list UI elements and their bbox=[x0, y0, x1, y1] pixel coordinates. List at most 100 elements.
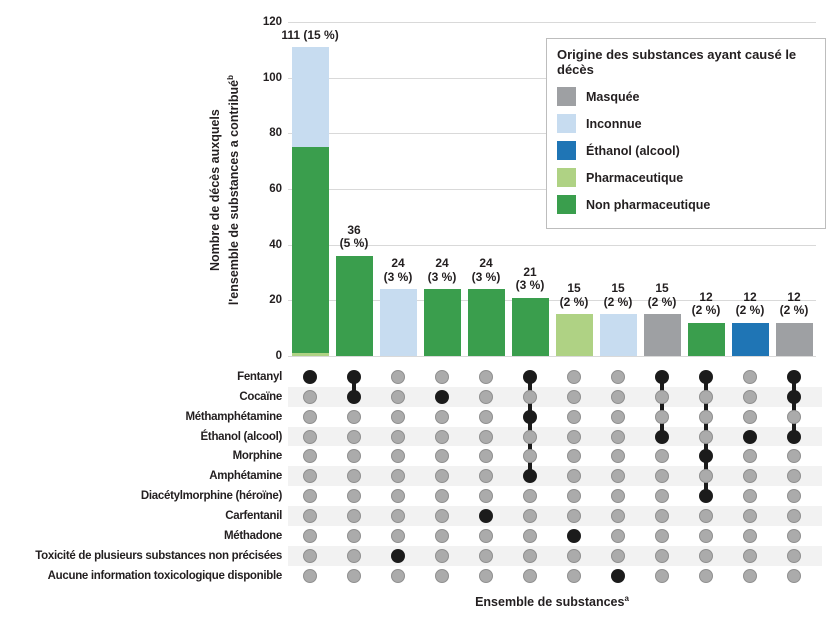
matrix-dot-empty bbox=[347, 528, 361, 543]
matrix-dot-empty bbox=[655, 449, 669, 464]
matrix-dot-empty bbox=[567, 548, 581, 563]
bar bbox=[379, 289, 417, 356]
matrix-dot-empty bbox=[655, 528, 669, 543]
matrix-dot-empty bbox=[303, 528, 317, 543]
matrix-row-band bbox=[288, 506, 822, 526]
matrix-dot-empty bbox=[479, 568, 493, 583]
matrix-dot-empty bbox=[655, 409, 669, 424]
matrix-dot-filled bbox=[655, 370, 669, 384]
matrix-dot-filled bbox=[743, 429, 757, 444]
matrix-dot-empty bbox=[787, 508, 801, 523]
y-tick-label: 80 bbox=[269, 127, 282, 140]
legend-items: Masquée Inconnue Éthanol (alcool) Pharmaceu… bbox=[557, 83, 815, 218]
bar-value-label: 111 (15 %) bbox=[281, 27, 339, 42]
matrix-dot-empty bbox=[699, 469, 713, 484]
matrix-dot-empty bbox=[347, 548, 361, 563]
matrix-dot-filled bbox=[523, 370, 537, 384]
bar-segment-inconnue bbox=[599, 314, 637, 356]
matrix-dot-empty bbox=[391, 508, 405, 523]
matrix-dot-empty bbox=[743, 469, 757, 484]
matrix-dot-empty bbox=[567, 508, 581, 523]
grid-line bbox=[288, 244, 816, 246]
y-tick-label: 40 bbox=[269, 238, 282, 251]
matrix-dot-empty bbox=[303, 409, 317, 424]
matrix-dot-empty bbox=[435, 568, 449, 583]
bar-segment-masquee bbox=[643, 314, 681, 356]
bar-value-label: 12 (2 %) bbox=[735, 289, 765, 318]
matrix-dot-empty bbox=[743, 548, 757, 563]
matrix-dot-empty bbox=[743, 489, 757, 504]
matrix-dot-empty bbox=[787, 409, 801, 424]
legend-item-label: Masquée bbox=[586, 89, 640, 104]
matrix-dot-empty bbox=[611, 489, 625, 504]
bar bbox=[467, 289, 505, 356]
legend-title: Origine des substances ayant causé le dé… bbox=[557, 47, 797, 77]
matrix-dot-empty bbox=[479, 429, 493, 444]
matrix-dot-empty bbox=[347, 508, 361, 523]
matrix-row-band bbox=[288, 466, 822, 487]
x-axis-label-superscript: a bbox=[624, 594, 629, 603]
matrix-dot-empty bbox=[787, 528, 801, 543]
matrix-dot-empty bbox=[347, 409, 361, 424]
matrix-dot-empty bbox=[787, 548, 801, 563]
matrix-dot-empty bbox=[787, 469, 801, 484]
bar bbox=[775, 322, 813, 356]
matrix-dot-empty bbox=[479, 449, 493, 464]
matrix-dot-empty bbox=[611, 508, 625, 523]
legend-swatch-ethanol bbox=[557, 141, 576, 160]
matrix-row-band bbox=[288, 386, 822, 407]
matrix-dot-empty bbox=[303, 489, 317, 504]
matrix-dot-empty bbox=[743, 409, 757, 424]
matrix-dot-empty bbox=[743, 568, 757, 583]
matrix-dot-empty bbox=[655, 508, 669, 523]
grid-line bbox=[288, 300, 816, 302]
matrix-dot-empty bbox=[567, 370, 581, 384]
y-tick-label: 20 bbox=[269, 294, 282, 307]
matrix-connector-line bbox=[528, 377, 532, 477]
matrix-dot-empty bbox=[611, 370, 625, 384]
matrix-dot-empty bbox=[567, 489, 581, 504]
matrix-dot-empty bbox=[611, 548, 625, 563]
bar bbox=[599, 314, 637, 356]
matrix-dot-filled bbox=[787, 429, 801, 444]
matrix-dot-empty bbox=[699, 568, 713, 583]
matrix-row-label: Méthadone bbox=[224, 529, 282, 542]
bar-segment-non_pharmaceutique bbox=[291, 147, 329, 354]
matrix-dot-filled bbox=[347, 370, 361, 384]
matrix-dot-filled bbox=[699, 489, 713, 504]
bar-segment-non_pharmaceutique bbox=[511, 297, 549, 356]
bar-value-label: 15 (2 %) bbox=[647, 281, 677, 309]
grid-line bbox=[288, 22, 816, 23]
matrix-dot-empty bbox=[787, 568, 801, 583]
legend-item: Non pharmaceutique bbox=[557, 191, 815, 218]
bar bbox=[335, 255, 373, 356]
legend-item: Pharmaceutique bbox=[557, 164, 815, 191]
legend-item-label: Pharmaceutique bbox=[586, 170, 684, 185]
bar bbox=[687, 322, 725, 356]
matrix-dot-empty bbox=[611, 528, 625, 543]
matrix-dot-empty bbox=[611, 469, 625, 484]
matrix-dot-filled bbox=[523, 409, 537, 424]
matrix-dot-empty bbox=[347, 489, 361, 504]
matrix-dot-empty bbox=[391, 568, 405, 583]
matrix-dot-empty bbox=[523, 508, 537, 523]
y-tick-label: 60 bbox=[269, 183, 282, 195]
matrix-dot-empty bbox=[567, 469, 581, 484]
bar-segment-non_pharmaceutique bbox=[335, 255, 373, 356]
y-axis-label-line1: Nombre de décès auxquels bbox=[207, 109, 222, 272]
matrix-dot-empty bbox=[435, 489, 449, 504]
bar-segment-masquee bbox=[775, 322, 813, 356]
matrix-dot-filled bbox=[523, 469, 537, 484]
bar-segment-inconnue bbox=[291, 47, 329, 148]
matrix-dot-empty bbox=[567, 389, 581, 404]
matrix-dot-filled bbox=[567, 528, 581, 543]
matrix-dot-empty bbox=[347, 449, 361, 464]
matrix-dot-empty bbox=[303, 449, 317, 464]
bar-value-label: 12 (2 %) bbox=[779, 289, 809, 318]
y-tick-label: 100 bbox=[262, 71, 282, 84]
matrix-dot-empty bbox=[303, 469, 317, 484]
matrix-dot-filled bbox=[303, 370, 317, 384]
matrix-row-label: Morphine bbox=[232, 450, 283, 463]
matrix-dot-empty bbox=[303, 568, 317, 583]
x-axis-label: Ensemble de substancesa bbox=[288, 594, 816, 609]
